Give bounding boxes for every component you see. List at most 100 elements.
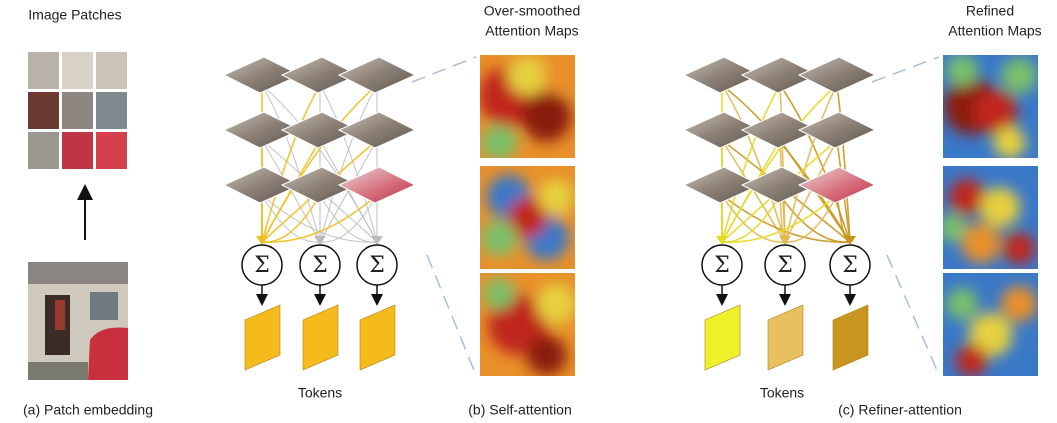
sum-symbol: Σ: [369, 253, 385, 278]
attention-map: [480, 166, 575, 269]
attention-map: [943, 55, 1038, 158]
attention-link: [784, 84, 838, 243]
attention-link: [261, 194, 378, 243]
heat-blob: [943, 213, 967, 242]
map-blobs: [946, 285, 1037, 376]
patch-diamond: [797, 56, 877, 94]
patch-diamond: [337, 56, 417, 94]
heat-blob: [980, 187, 1020, 228]
token: [832, 304, 869, 371]
image-patch: [62, 92, 93, 129]
panel-title: Attention Maps: [948, 23, 1041, 39]
attention-link: [261, 84, 378, 243]
sum-symbol: Σ: [842, 253, 858, 278]
attention-link: [721, 194, 838, 243]
patch-diamond: [337, 166, 417, 204]
sum-symbol: Σ: [777, 253, 793, 278]
map-blobs: [481, 174, 574, 261]
heat-blob: [968, 312, 1013, 357]
attention-link: [779, 194, 851, 243]
heat-blob: [542, 57, 575, 94]
arrow-head: [371, 236, 383, 245]
attention-link: [721, 84, 851, 243]
dashed-guide: [411, 56, 477, 83]
attention-link: [721, 84, 838, 243]
image-patch: [96, 52, 127, 89]
heat-blob: [973, 89, 1018, 134]
attention-map: [943, 166, 1038, 269]
sum-symbol: Σ: [254, 253, 270, 278]
image-person: [55, 300, 65, 330]
arrow-head: [779, 236, 791, 245]
attention-link: [836, 84, 851, 243]
map-blobs: [483, 277, 575, 376]
image-patch: [28, 92, 59, 129]
map-blobs: [943, 178, 1035, 265]
panel-title: Over-smoothed: [484, 3, 580, 19]
attention-link: [779, 84, 851, 243]
heat-blob: [948, 178, 985, 215]
image-ground: [28, 362, 88, 380]
heat-blob: [538, 178, 574, 215]
heat-blob: [961, 223, 1001, 264]
image-car: [88, 327, 128, 380]
image-patch: [62, 132, 93, 169]
image-patch: [96, 132, 127, 169]
patch-diamond: [337, 111, 417, 149]
image-window: [90, 292, 118, 320]
caption: (c) Refiner-attention: [838, 402, 962, 418]
dashed-guide: [886, 254, 940, 376]
heat-blob: [946, 287, 978, 320]
attention-map: [480, 273, 575, 376]
heat-blob: [1003, 232, 1035, 265]
attention-link: [319, 194, 378, 243]
arrow-head: [716, 236, 728, 245]
caption: (a) Patch embedding: [23, 402, 153, 418]
dashed-guide: [426, 254, 477, 376]
token: [767, 304, 804, 371]
map-blobs: [480, 55, 575, 158]
attention-link: [784, 194, 838, 243]
attention-link: [721, 194, 786, 243]
heat-blob: [1001, 285, 1037, 322]
attention-link: [721, 84, 781, 243]
arrow-head: [844, 236, 856, 245]
sum-symbol: Σ: [312, 253, 328, 278]
token: [359, 304, 396, 371]
heat-blob: [488, 294, 548, 355]
attention-link: [261, 84, 321, 243]
caption: (b) Self-attention: [468, 402, 572, 418]
image-patch: [62, 52, 93, 89]
attention-map: [943, 273, 1038, 376]
attention-map: [480, 55, 575, 158]
attention-link: [721, 84, 786, 243]
attention-link: [319, 84, 378, 243]
image-patch: [96, 92, 127, 129]
attention-link: [319, 84, 378, 243]
heat-blob: [521, 91, 572, 142]
patch-diamond: [797, 166, 877, 204]
heat-blob: [483, 277, 515, 310]
tokens-label: Tokens: [298, 385, 342, 401]
attention-link: [721, 194, 851, 243]
image-roof: [28, 262, 128, 284]
token: [704, 304, 741, 371]
image-patch: [28, 52, 59, 89]
token: [244, 304, 281, 371]
heat-blob: [481, 220, 517, 257]
tokens-label: Tokens: [760, 385, 804, 401]
map-blobs: [943, 55, 1037, 158]
panel-title: Attention Maps: [485, 23, 578, 39]
heat-blob: [536, 283, 575, 324]
heat-blob: [481, 124, 517, 158]
image-patch: [28, 132, 59, 169]
panel-title: Refined: [966, 3, 1014, 19]
attention-link: [261, 84, 321, 243]
heat-blob: [993, 126, 1026, 158]
heat-blob: [507, 55, 548, 96]
heat-blob: [955, 344, 988, 376]
sum-symbol: Σ: [714, 253, 730, 278]
heat-blob: [507, 197, 548, 238]
attention-link: [319, 139, 378, 243]
